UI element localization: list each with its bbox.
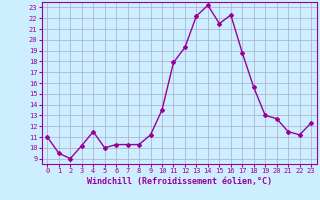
X-axis label: Windchill (Refroidissement éolien,°C): Windchill (Refroidissement éolien,°C)	[87, 177, 272, 186]
